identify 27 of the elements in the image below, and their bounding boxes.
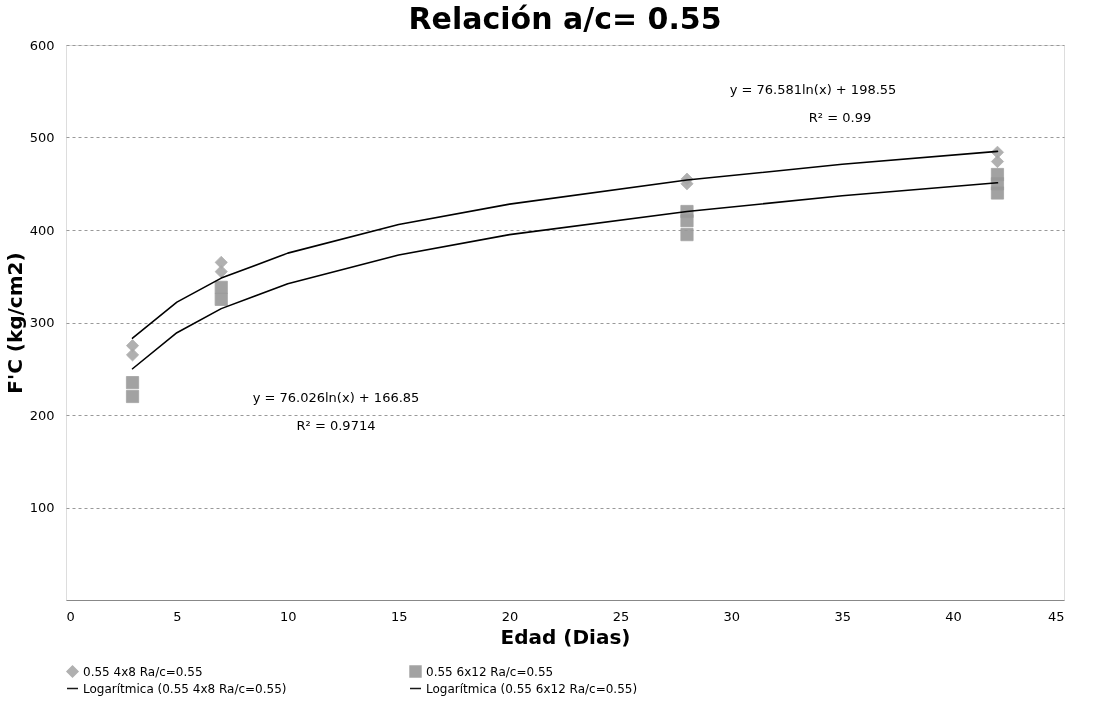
x-tick-label: 15 <box>390 608 408 624</box>
legend-label: Logarítmica (0.55 4x8 Ra/c=0.55) <box>83 681 287 696</box>
x-tick-label: 0 <box>66 608 75 624</box>
y-tick-label: 200 <box>29 407 55 423</box>
chart-title: Relación a/c= 0.55 <box>408 1 722 36</box>
annotation: R² = 0.99 <box>808 109 872 125</box>
x-tick-label: 20 <box>501 608 519 624</box>
legend-label: 0.55 4x8 Ra/c=0.55 <box>83 664 203 679</box>
annotation: y = 76.026ln(x) + 166.85 <box>252 389 420 405</box>
annotation: y = 76.581ln(x) + 198.55 <box>729 81 897 97</box>
x-tick-label: 25 <box>612 608 630 624</box>
y-tick-label: 500 <box>29 130 55 145</box>
y-tick-label: 400 <box>29 222 55 238</box>
x-tick-label: 35 <box>834 608 851 624</box>
x-tick-label: 10 <box>280 608 297 624</box>
x-axis-title: Edad (Dias) <box>500 624 631 649</box>
legend-label: 0.55 6x12 Ra/c=0.55 <box>426 664 554 679</box>
y-tick-label: 600 <box>29 37 55 53</box>
y-axis-title: F'C (kg/cm2) <box>2 252 27 394</box>
x-tick-label: 45 <box>1047 608 1065 624</box>
y-tick-label: 100 <box>29 500 55 515</box>
x-tick-label: 5 <box>173 608 182 624</box>
x-tick-label: 40 <box>945 608 962 624</box>
legend-label: Logarítmica (0.55 6x12 Ra/c=0.55) <box>426 681 638 696</box>
y-tick-label: 300 <box>29 315 55 330</box>
annotation: R² = 0.9714 <box>296 417 376 433</box>
x-tick-label: 30 <box>723 608 741 624</box>
